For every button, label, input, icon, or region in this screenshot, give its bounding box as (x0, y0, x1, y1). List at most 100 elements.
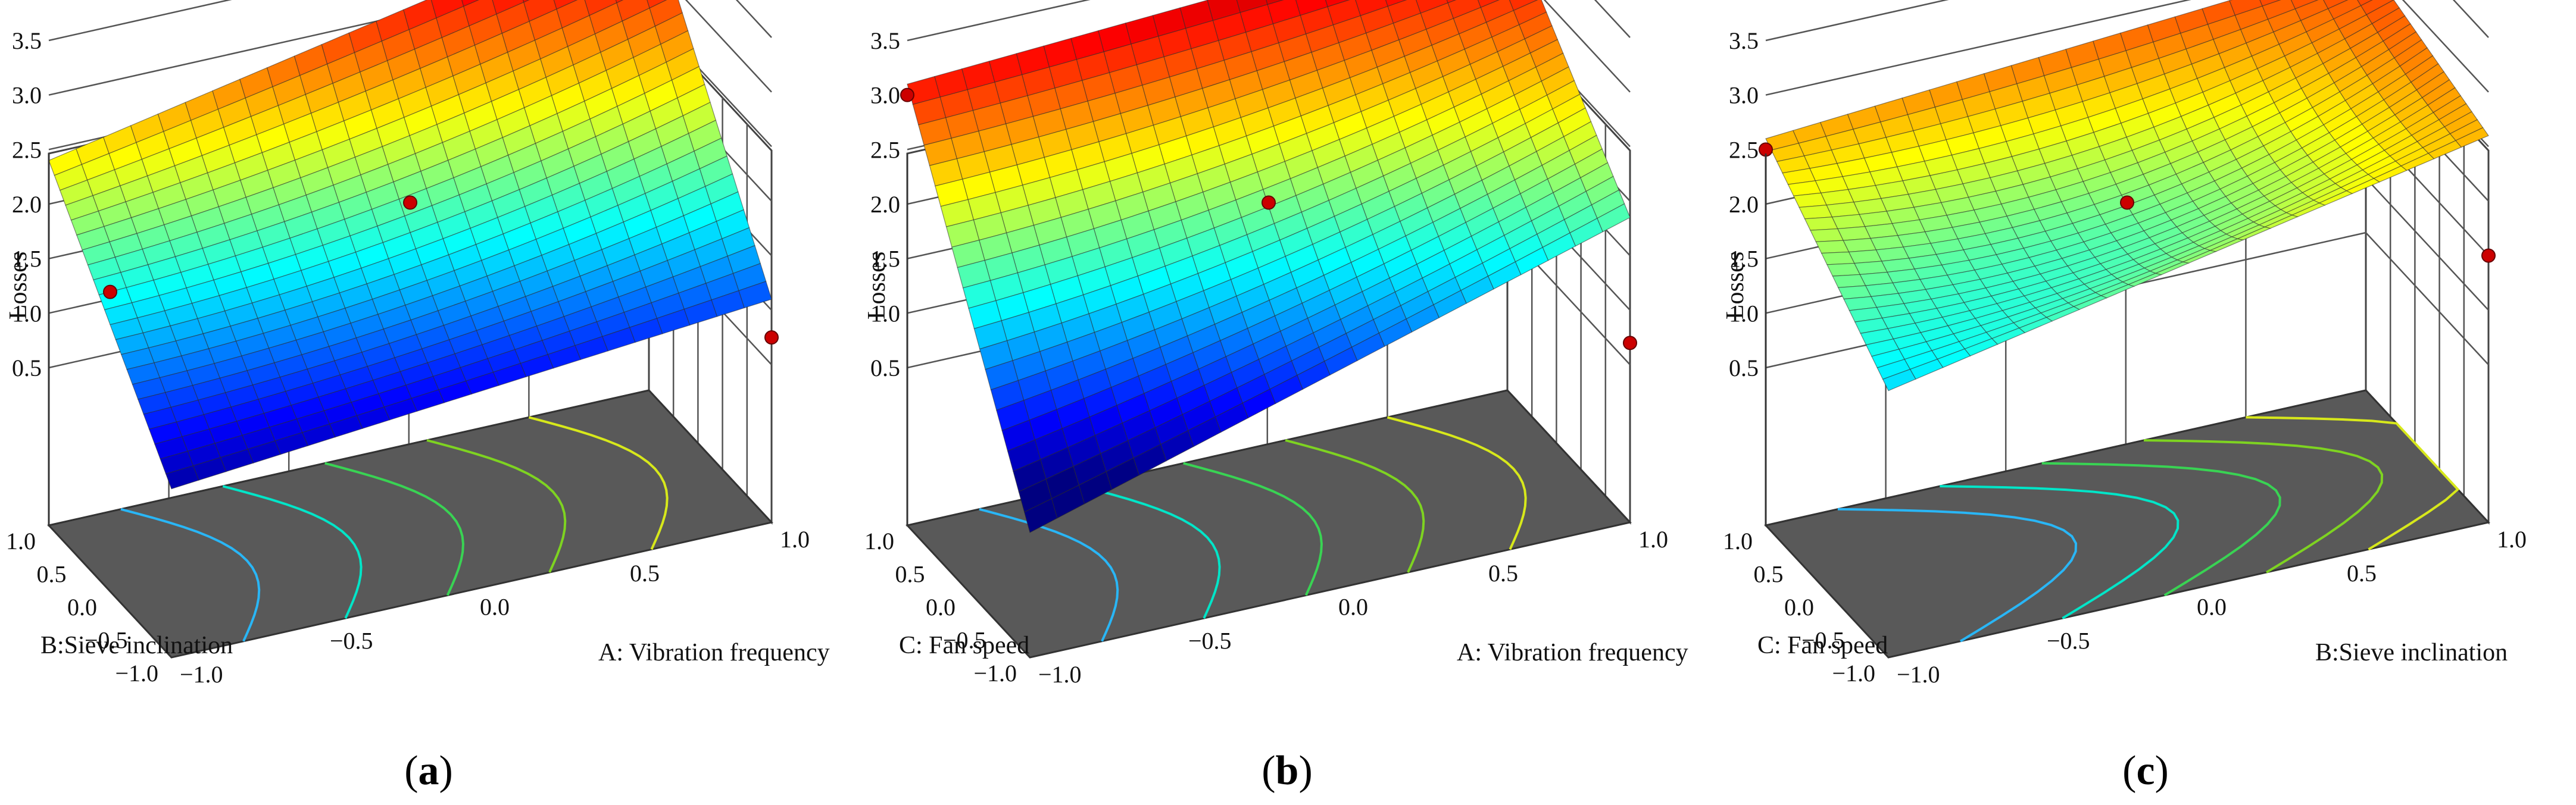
contour-line (1285, 439, 1425, 573)
y-tick-label: −1.0 (1897, 661, 1940, 688)
z-tick-label: 3.5 (12, 27, 42, 54)
x-tick-label: 0.5 (895, 561, 925, 588)
z-tick-label: 3.0 (1729, 82, 1759, 109)
x-tick-label: 0.0 (926, 594, 956, 621)
z-tick-label: 3.5 (870, 27, 900, 54)
contour-line (120, 508, 261, 642)
design-point (764, 330, 779, 345)
x-axis-label: C: Fan speed (1757, 632, 1888, 659)
surface-cell (1023, 498, 1058, 533)
x-axis-label: C: Fan speed (899, 632, 1029, 659)
chart-panel-b: 0.51.01.52.02.53.03.51.00.50.0−0.5−1.0 −1… (863, 0, 1688, 794)
y-tick-label: 0.0 (480, 594, 510, 621)
contour-line (1081, 485, 1221, 619)
x-tick-label: 0.5 (1754, 561, 1784, 588)
surface-cell (1804, 217, 1838, 231)
surface-cell (1821, 251, 1855, 265)
z-tick-label: 1.5 (12, 246, 42, 272)
response-surface (1765, 0, 2489, 391)
design-point (1262, 195, 1276, 210)
z-tick-label: 1.0 (1729, 300, 1759, 327)
chart-panel-a: 0.51.01.52.02.53.03.51.00.50.0−0.5−1.0 −1… (5, 0, 830, 794)
y-axis-label: A: Vibration frequency (598, 639, 830, 666)
wall-grid-line (1765, 0, 2489, 96)
x-tick-label: −0.5 (943, 627, 986, 654)
y-tick-label: 0.0 (1338, 594, 1368, 621)
y-tick-label: −1.0 (1038, 661, 1082, 688)
x-tick-label: 0.0 (1784, 594, 1814, 621)
design-point (1623, 336, 1637, 350)
z-tick-label: 3.0 (12, 82, 42, 109)
z-tick-label: 2.5 (12, 136, 42, 163)
contour-line (1183, 462, 1323, 596)
z-tick-label: 2.0 (12, 191, 42, 218)
surface-cell (1882, 368, 1916, 391)
caption-letter: a (419, 748, 439, 794)
panel-caption: (b) (1262, 748, 1313, 794)
contour-line (2144, 438, 2384, 574)
y-tick-label: 0.5 (2347, 560, 2377, 587)
y-axis-label: B:Sieve inclination (2315, 639, 2508, 666)
x-axis-label: B:Sieve inclination (40, 632, 233, 659)
z-axis-label: Losses (863, 252, 891, 320)
caption-letter: b (1276, 748, 1299, 794)
y-tick-label: −0.5 (1188, 627, 1232, 654)
z-tick-label: 0.5 (870, 355, 900, 381)
y-tick-label: −1.0 (180, 661, 223, 688)
z-tick-label: 2.5 (1729, 136, 1759, 163)
z-tick-label: 1.0 (870, 300, 900, 327)
design-point (103, 284, 117, 299)
x-tick-label: 1.0 (6, 528, 36, 555)
surface-cell (1815, 240, 1850, 254)
y-tick-label: 0.0 (2197, 594, 2227, 621)
y-tick-label: 1.0 (2497, 526, 2527, 553)
wall-grid-line (48, 0, 772, 96)
x-tick-label: −1.0 (115, 660, 158, 687)
chart-panel-c: 0.51.01.52.02.53.03.51.00.50.0−0.5−1.0 −1… (1722, 0, 2527, 794)
x-tick-label: 0.5 (37, 561, 67, 588)
surface-cell (1826, 262, 1861, 277)
z-tick-label: 2.0 (1729, 191, 1759, 218)
z-axis-label: Losses (5, 252, 32, 320)
y-tick-label: 1.0 (1638, 526, 1668, 553)
y-axis-label: A: Vibration frequency (1457, 639, 1688, 666)
x-tick-label: 0.0 (67, 594, 97, 621)
x-tick-label: −1.0 (973, 660, 1017, 687)
contour-line (2041, 462, 2281, 597)
floor-plane (1764, 389, 2490, 659)
x-tick-label: −0.5 (85, 627, 128, 654)
z-tick-label: 3.0 (870, 82, 900, 109)
caption-letter: c (2136, 748, 2155, 794)
contour-line (528, 416, 669, 550)
z-tick-label: 0.5 (1729, 355, 1759, 381)
x-tick-label: 1.0 (1723, 528, 1753, 555)
design-point (2481, 248, 2496, 263)
panel-caption: (a) (404, 748, 453, 794)
response-surface (907, 0, 1631, 533)
z-tick-label: 0.5 (12, 355, 42, 381)
surface-cell (1832, 274, 1866, 288)
surface-cell (1798, 205, 1833, 220)
floor-plane (905, 389, 1632, 659)
z-tick-label: 1.5 (1729, 246, 1759, 272)
y-tick-label: 1.0 (780, 526, 810, 553)
x-tick-label: −1.0 (1832, 660, 1875, 687)
z-tick-label: 1.5 (870, 246, 900, 272)
y-tick-label: 0.5 (1488, 560, 1518, 587)
z-tick-label: 2.0 (870, 191, 900, 218)
z-tick-label: 2.5 (870, 136, 900, 163)
contour-line (426, 439, 567, 573)
contour-line (1940, 485, 2180, 619)
contour-line (1837, 508, 2078, 643)
contour-line (324, 462, 464, 596)
contour-line (222, 485, 363, 619)
x-tick-label: 1.0 (864, 528, 894, 555)
y-tick-label: 0.5 (630, 560, 660, 587)
design-point (900, 87, 914, 102)
surface-cell (2357, 0, 2373, 7)
design-point (403, 195, 417, 210)
panel-caption: (c) (2122, 748, 2169, 794)
z-tick-label: 3.5 (1729, 27, 1759, 54)
response-surface (48, 0, 772, 490)
